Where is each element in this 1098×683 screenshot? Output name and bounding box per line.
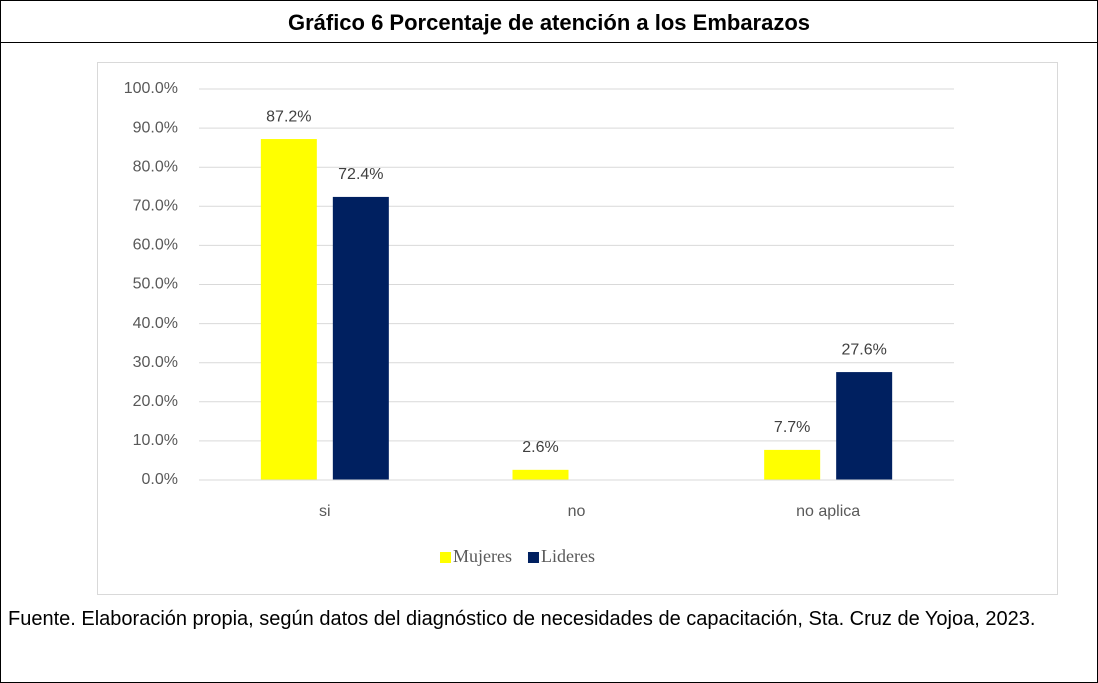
chart-area	[97, 62, 1058, 595]
y-tick-label: 80.0%	[133, 158, 178, 175]
chart-title: Gráfico 6 Porcentaje de atención a los E…	[288, 10, 810, 35]
x-tick-label: no aplica	[796, 503, 860, 520]
bar	[260, 139, 317, 480]
bar	[764, 449, 821, 480]
data-label: 27.6%	[841, 341, 886, 358]
bar	[332, 196, 389, 480]
data-label: 7.7%	[774, 419, 810, 436]
legend-label: Lideres	[541, 546, 595, 566]
x-tick-label: si	[319, 503, 331, 520]
y-tick-label: 50.0%	[133, 276, 178, 293]
y-tick-label: 0.0%	[142, 471, 178, 488]
bar	[836, 372, 893, 480]
y-tick-label: 10.0%	[133, 432, 178, 449]
data-label: 72.4%	[338, 166, 383, 183]
y-tick-label: 70.0%	[133, 198, 178, 215]
legend-swatch	[527, 552, 539, 563]
legend-swatch	[440, 552, 451, 563]
data-label: 2.6%	[522, 439, 558, 456]
data-label: 87.2%	[266, 108, 311, 125]
y-tick-label: 60.0%	[133, 237, 178, 254]
y-tick-label: 90.0%	[133, 119, 178, 136]
y-tick-label: 20.0%	[133, 393, 178, 410]
source-note: Fuente. Elaboración propia, según datos …	[8, 608, 1036, 630]
y-tick-label: 30.0%	[133, 354, 178, 371]
legend-label: Mujeres	[453, 546, 512, 566]
y-tick-label: 40.0%	[133, 315, 178, 332]
y-tick-label: 100.0%	[124, 80, 178, 97]
x-tick-label: no	[568, 503, 586, 520]
bar	[512, 469, 569, 480]
